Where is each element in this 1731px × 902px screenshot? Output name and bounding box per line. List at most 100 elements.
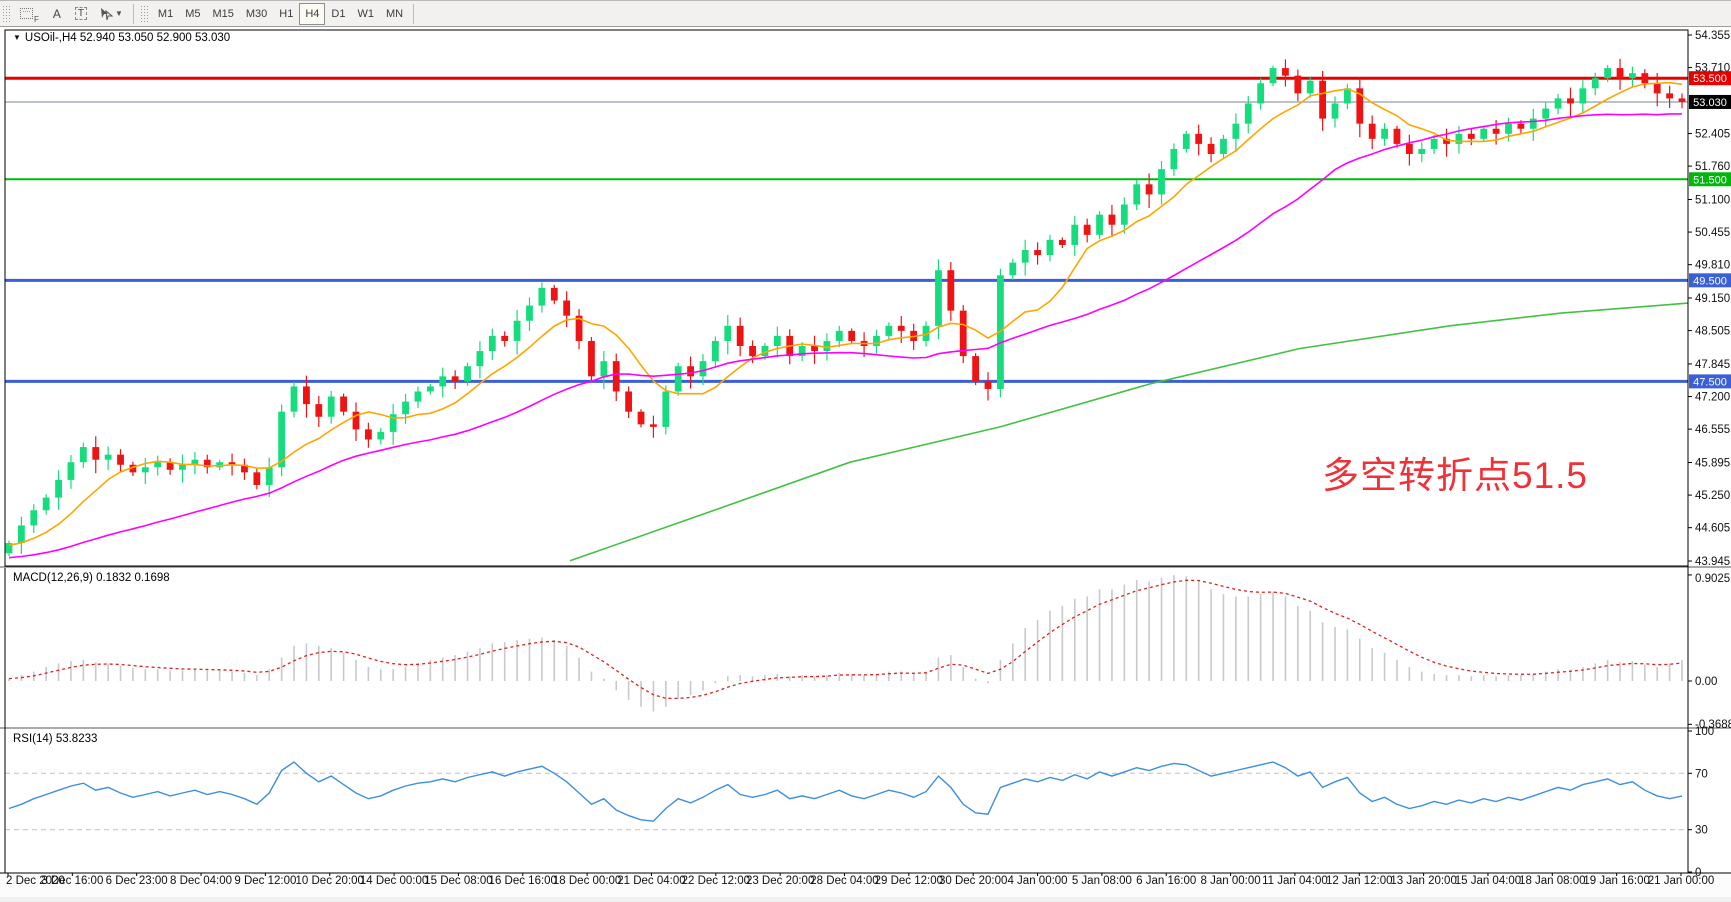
candle-body bbox=[55, 479, 62, 498]
candle-body bbox=[1492, 128, 1500, 134]
candle-body bbox=[488, 335, 496, 352]
candle-body bbox=[1269, 68, 1277, 84]
price-badge-label: 51.500 bbox=[1693, 174, 1727, 186]
candle-body bbox=[1319, 80, 1327, 119]
candle-body bbox=[464, 366, 471, 382]
tf-button-M5[interactable]: M5 bbox=[185, 7, 201, 20]
candle-body bbox=[1467, 133, 1475, 139]
time-tick-label: 14 Dec 00:00 bbox=[360, 875, 428, 887]
candle-body bbox=[1096, 214, 1103, 235]
time-tick-label: 28 Dec 04:00 bbox=[810, 875, 878, 887]
price-tick-label: 49.810 bbox=[1695, 260, 1730, 272]
tf-button-M1[interactable]: M1 bbox=[157, 7, 174, 20]
price-tick-label: 48.505 bbox=[1695, 326, 1730, 338]
tf-button-M30[interactable]: M30 bbox=[245, 7, 268, 20]
toolbar-grip[interactable] bbox=[2, 4, 11, 23]
time-tick-label: 18 Dec 00:00 bbox=[553, 875, 621, 887]
candle-body bbox=[104, 454, 112, 460]
time-tick-label: 10 Dec 20:00 bbox=[296, 875, 364, 887]
grid-f-icon[interactable]: F bbox=[14, 3, 45, 25]
macd-plot-area[interactable] bbox=[5, 568, 1688, 727]
price-tick-label: 51.760 bbox=[1695, 161, 1730, 173]
candle-body bbox=[1294, 75, 1302, 94]
macd-indicator-label: MACD(12,26,9) 0.1832 0.1698 bbox=[13, 572, 170, 584]
tf-button-W1[interactable]: W1 bbox=[357, 7, 374, 20]
timeframe-button-group: M1 M5 M15 M30 H1 H4 D1 W1 MN bbox=[152, 2, 409, 25]
collapse-triangle-icon[interactable]: ▼ bbox=[13, 33, 21, 42]
candle-body bbox=[1505, 123, 1512, 134]
candle-body bbox=[1480, 128, 1488, 139]
candle-body bbox=[1455, 133, 1463, 144]
candle-body bbox=[1232, 123, 1240, 139]
rsi-scale-label: 0 bbox=[1695, 867, 1701, 879]
candle-body bbox=[724, 325, 732, 341]
candle-body bbox=[278, 411, 286, 468]
candle-body bbox=[513, 320, 521, 341]
grid-f-icon-label: F bbox=[34, 14, 39, 24]
price-tick-label: 47.200 bbox=[1695, 392, 1730, 404]
candle-body bbox=[414, 391, 422, 402]
candle-body bbox=[984, 381, 992, 389]
time-tick-label: 16 Dec 16:00 bbox=[489, 875, 557, 887]
text-label-icon[interactable]: A bbox=[52, 6, 61, 21]
ma-long-line bbox=[569, 302, 1689, 562]
candle-body bbox=[203, 459, 211, 468]
time-tick-label: 15 Jan 04:00 bbox=[1455, 875, 1522, 887]
candle-body bbox=[426, 386, 434, 392]
candle-body bbox=[1356, 88, 1364, 124]
main-plot-area[interactable] bbox=[5, 30, 1688, 566]
candle-body bbox=[1653, 83, 1661, 94]
time-tick-label: 9 Dec 12:00 bbox=[234, 875, 296, 887]
candle-body bbox=[1616, 68, 1624, 79]
candle-body bbox=[1554, 98, 1562, 109]
candle-body bbox=[526, 305, 533, 321]
price-badge-47.500 bbox=[1689, 374, 1731, 389]
candle-body bbox=[1133, 184, 1141, 205]
macd-scale-label: 0.00 bbox=[1695, 676, 1717, 688]
candle-body bbox=[241, 464, 248, 473]
time-tick-label: 13 Jan 20:00 bbox=[1390, 875, 1457, 887]
candle-body bbox=[30, 510, 38, 526]
toolbar-grip-2[interactable] bbox=[139, 4, 149, 23]
chart-text-annotation[interactable]: 多空转折点51.5 bbox=[1322, 455, 1589, 496]
candle-body bbox=[67, 462, 75, 480]
candle-body bbox=[1529, 118, 1537, 129]
candle-body bbox=[997, 275, 1004, 389]
candles bbox=[5, 58, 1686, 557]
time-axis-area[interactable] bbox=[0, 873, 1731, 897]
time-tick-label: 8 Jan 00:00 bbox=[1201, 875, 1261, 887]
rsi-indicator-label: RSI(14) 53.8233 bbox=[13, 733, 98, 745]
ma-slow-line bbox=[8, 113, 1682, 559]
chart-canvas[interactable]: 54.35553.71052.40551.76051.10050.45549.8… bbox=[0, 27, 1731, 897]
candle-body bbox=[1579, 88, 1587, 104]
text-box-icon[interactable]: T bbox=[69, 3, 93, 25]
candle-body bbox=[1666, 93, 1674, 99]
tf-button-H1[interactable]: H1 bbox=[279, 7, 294, 20]
rsi-plot-area[interactable] bbox=[5, 729, 1688, 873]
time-tick-label: 22 Dec 12:00 bbox=[682, 875, 750, 887]
symbol-quote-bar[interactable]: ▼ USOil-,H4 52.940 53.050 52.900 53.030 bbox=[13, 32, 230, 44]
time-tick-label: 8 Dec 04:00 bbox=[170, 875, 232, 887]
time-tick-label: 23 Dec 20:00 bbox=[746, 875, 814, 887]
candle-body bbox=[1083, 224, 1091, 235]
rsi-line bbox=[8, 761, 1683, 822]
tf-button-H4[interactable]: H4 bbox=[299, 2, 326, 25]
candle-body bbox=[129, 464, 137, 473]
candle-body bbox=[1331, 103, 1339, 119]
candle-body bbox=[154, 462, 162, 468]
candle-body bbox=[773, 335, 781, 347]
candle-body bbox=[1517, 123, 1525, 129]
candle-body bbox=[327, 396, 335, 417]
candle-body bbox=[1120, 204, 1128, 225]
tf-button-M15[interactable]: M15 bbox=[212, 7, 234, 20]
price-badge-label: 49.500 bbox=[1693, 275, 1727, 287]
tf-button-D1[interactable]: D1 bbox=[331, 7, 346, 20]
candle-body bbox=[1542, 108, 1550, 119]
candle-body bbox=[117, 454, 124, 465]
chart-stage[interactable]: 54.355 53.710 52.405 51.760 51.100 50.455 49.8… bbox=[0, 27, 1731, 897]
cursor-tool-icon[interactable]: ▼ bbox=[93, 3, 129, 25]
candle-body bbox=[315, 404, 323, 417]
tf-button-MN[interactable]: MN bbox=[385, 7, 404, 20]
candle-body bbox=[377, 431, 385, 440]
candle-body bbox=[650, 424, 657, 427]
